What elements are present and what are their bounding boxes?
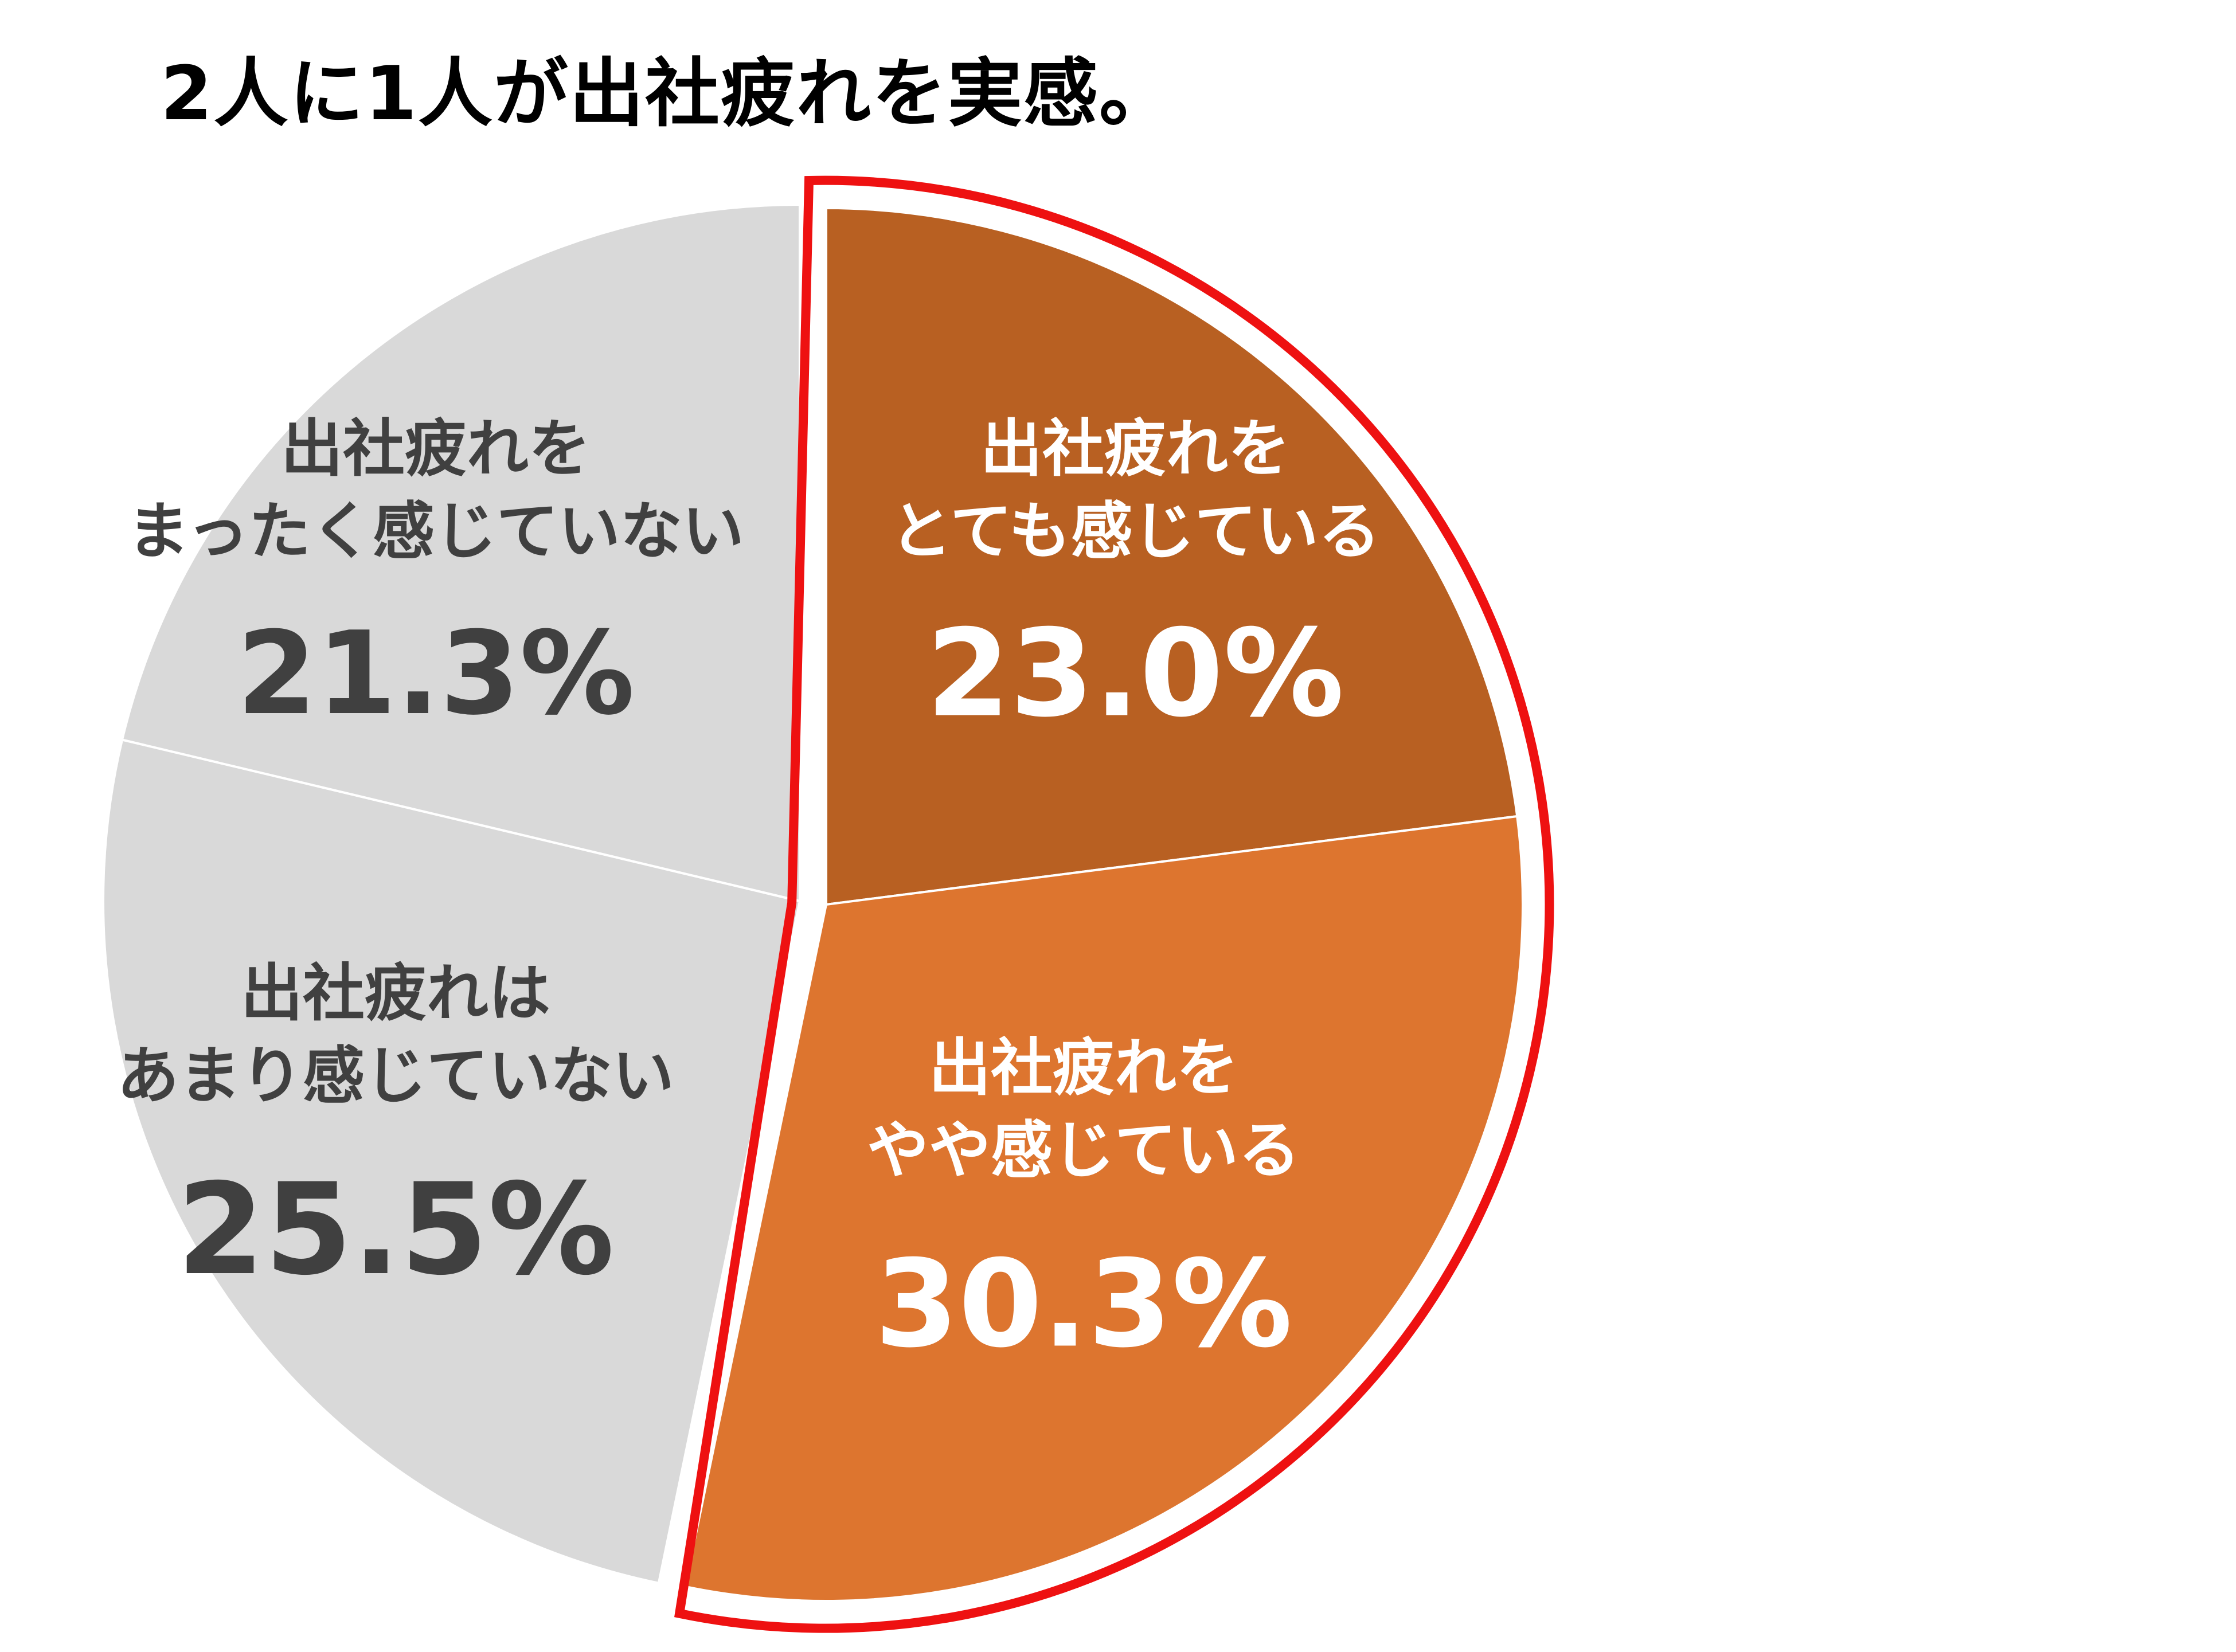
highlight-outline-layer [674,175,1554,1633]
chart-title: 2人に1人が出社疲れを実感。 [161,50,1175,137]
highlight-outline [674,175,1554,1633]
slice-name-line: やや感じている [867,1115,1300,1187]
slice-value-label: 21.3% [237,607,635,741]
pie-slice-1 [825,206,1519,906]
slice-value-label: 25.5% [177,1156,614,1303]
pie-slice-4 [120,203,801,903]
slice-value-label: 23.0% [927,604,1344,744]
slice-name-line: 出社疲れを [281,413,591,485]
labels-layer: 出社疲れをとても感じている23.0%出社疲れをやや感じている30.3%出社疲れは… [117,413,1381,1375]
slice-name-line: とても感じている [890,496,1380,567]
slice-name-line: まったく感じていない [127,496,744,567]
pie-slice-3 [102,738,802,1585]
slices-layer [102,203,1524,1602]
slice-value-label: 30.3% [875,1234,1293,1375]
slice-name-line: あまり感じていない [117,1040,674,1112]
slice-name-line: 出社疲れは [241,958,550,1029]
pie-slice-2 [683,815,1524,1602]
slice-name-line: 出社疲れを [929,1032,1238,1104]
slice-name-line: 出社疲れを [980,413,1290,485]
